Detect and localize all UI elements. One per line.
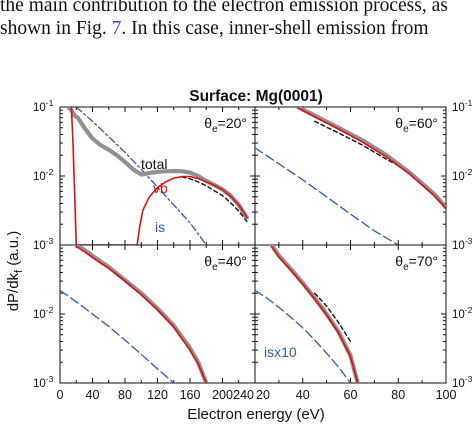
y-tick-label: 10-2: [452, 305, 473, 321]
panel-grid: θe=20° total vb is 10-1 10-2 10-3 θe=60° 10-1 10-…: [33, 98, 473, 402]
y-tick-label: 10-3: [33, 374, 54, 390]
x-tick-label: 80: [391, 388, 405, 402]
body-text-line-1-content: the main contribution to the electron em…: [0, 0, 448, 16]
series-vb-line: [297, 107, 446, 210]
y-tick-label: 10-3: [452, 236, 473, 252]
y-axis-label-main: dP/dk: [5, 272, 22, 311]
x-tick-label: 100: [436, 388, 457, 402]
series-bulk-line: [181, 176, 248, 223]
x-tick-label: 200: [212, 388, 233, 402]
series-bulk-line: [314, 292, 352, 343]
y-tick-label: 10-1: [33, 98, 54, 114]
panel-bottom-left: θe=40° 10-2 10-30 40 80 120 160 200 240: [33, 244, 256, 402]
y-axis-label-unit: (a.u.): [5, 231, 22, 270]
x-tick-label: 60: [344, 388, 358, 402]
panel-bottom-right: θe=70° isx10 10-2 10-3 20 40 60 80 100: [254, 244, 473, 402]
series-label-is: isx10: [264, 344, 297, 360]
series-vb-line: [270, 245, 359, 383]
y-tick-label: 10-3: [452, 374, 473, 390]
y-axis-label-subscript: f: [13, 269, 25, 273]
series-is-line: [60, 289, 175, 383]
y-tick-label: 10-3: [33, 236, 54, 252]
figure-reference-link[interactable]: 7: [111, 18, 122, 39]
x-tick-label: 80: [118, 388, 132, 402]
x-tick-label: 20: [256, 388, 270, 402]
y-axis-label-text: dP/dkf (a.u.): [5, 231, 25, 312]
y-axis-label: dP/dkf (a.u.): [5, 231, 25, 312]
figure-title: Surface: Mg(0001): [189, 88, 323, 105]
series-vb-line: [75, 245, 208, 383]
panel-angle-annotation: θe=20°: [204, 115, 247, 135]
series-label-is: is: [155, 219, 165, 235]
series-is-line: [75, 107, 207, 245]
y-tick-label: 10-2: [33, 305, 54, 321]
body-text-line-2-before: shown in Fig.: [0, 18, 112, 39]
body-text-line-2-after: . In this case, inner-shell emission fro…: [121, 18, 429, 39]
y-tick-label: 10-1: [452, 98, 473, 114]
series-total-line: [269, 245, 360, 383]
x-axis-label: Electron energy (eV): [187, 406, 325, 423]
x-tick-label: 0: [57, 388, 64, 402]
panel-top-left: θe=20° total vb is 10-1 10-2 10-3: [33, 98, 256, 252]
panel-top-right: θe=60° 10-1 10-2 10-3: [254, 98, 473, 252]
x-tick-label: 160: [180, 388, 201, 402]
series-total-line: [295, 107, 446, 210]
body-text-line-2: shown in Fig. 7. In this case, inner-she…: [0, 18, 474, 40]
series-label-total: total: [141, 156, 167, 172]
series-is-line: [255, 289, 352, 383]
series-bulk-line: [314, 120, 411, 173]
series-vb-line: [70, 107, 248, 245]
x-tick-label: 240: [233, 388, 254, 402]
x-tick-label: 40: [296, 388, 310, 402]
panel-angle-annotation: θe=60°: [395, 115, 438, 135]
x-tick-label: 40: [86, 388, 100, 402]
series-label-vb: vb: [153, 180, 168, 196]
panel-angle-annotation: θe=70°: [395, 253, 438, 273]
y-tick-label: 10-2: [452, 167, 473, 183]
series-is-line: [255, 147, 399, 245]
x-tick-label: 120: [147, 388, 168, 402]
y-tick-label: 10-2: [33, 167, 54, 183]
series-total-line: [74, 245, 209, 383]
body-text-line-1: the main contribution to the electron em…: [0, 0, 474, 17]
panel-angle-annotation: θe=40°: [204, 253, 247, 273]
